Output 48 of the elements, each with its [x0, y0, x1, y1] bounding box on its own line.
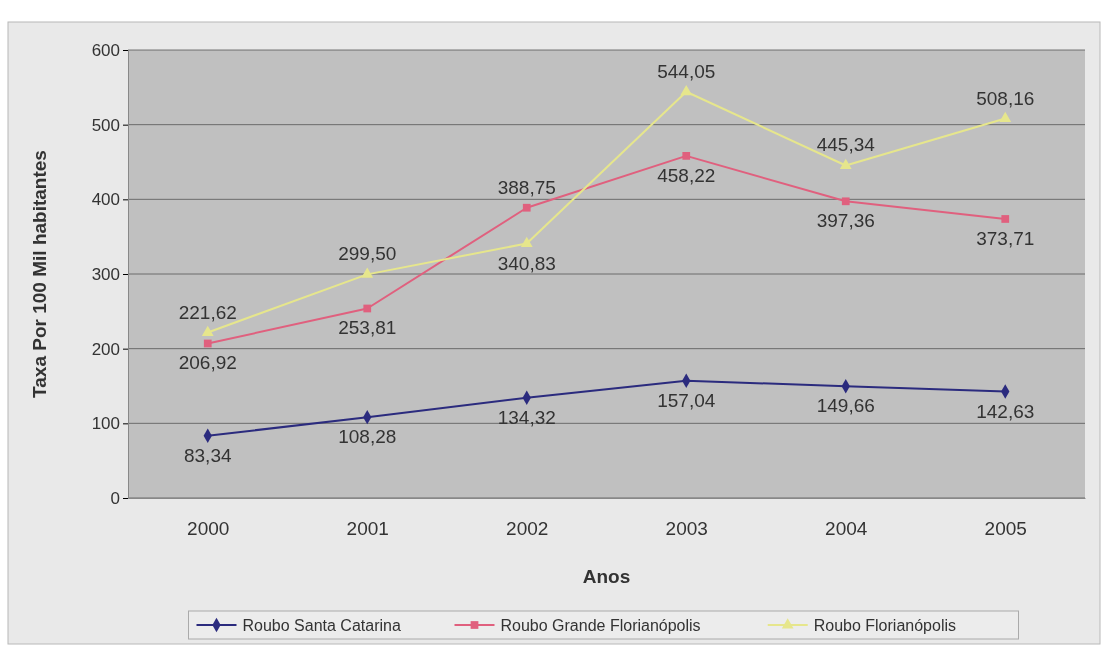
data-label: 108,28: [338, 426, 397, 448]
data-label: 508,16: [976, 87, 1035, 109]
data-label: 142,63: [976, 400, 1035, 422]
data-label: 157,04: [657, 389, 716, 411]
data-label: 83,34: [183, 444, 232, 466]
point: [203, 339, 212, 348]
data-label: 299,50: [338, 243, 397, 265]
data-label: 388,75: [497, 176, 556, 198]
data-label: 253,81: [338, 317, 397, 339]
data-label: 134,32: [497, 406, 556, 428]
point: [363, 304, 372, 313]
data-label: 445,34: [816, 134, 876, 156]
point: [520, 236, 533, 247]
point: [361, 267, 374, 278]
y-tick-label: 500: [91, 115, 120, 135]
y-axis-title: Taxa Por 100 Mil habitantes: [29, 150, 50, 398]
point: [999, 111, 1012, 122]
legend-label: Roubo Florianópolis: [813, 617, 957, 634]
point: [201, 325, 214, 336]
x-tick-label: 2002: [506, 518, 549, 540]
y-tick-label: 0: [110, 488, 120, 508]
y-tick-label: 300: [91, 264, 120, 284]
data-label: 206,92: [178, 352, 237, 374]
data-label: 458,22: [657, 164, 716, 186]
point: [680, 84, 693, 96]
x-tick-label: 2003: [665, 518, 708, 540]
data-label: 221,62: [178, 301, 237, 323]
x-tick-label: 2005: [984, 518, 1027, 540]
data-label: 544,05: [657, 60, 716, 82]
data-label: 373,71: [976, 227, 1035, 249]
data-label: 340,83: [497, 252, 556, 274]
y-tick-label: 600: [91, 40, 120, 60]
x-tick-label: 2000: [187, 518, 230, 540]
y-tick-label: 100: [91, 414, 120, 434]
y-tick-label: 400: [91, 190, 120, 210]
x-tick-label: 2001: [346, 518, 389, 540]
legend-label: Roubo Grande Florianópolis: [500, 617, 701, 634]
x-axis-title: Anos: [582, 566, 631, 587]
point: [839, 158, 852, 169]
point: [841, 197, 850, 206]
point: [522, 203, 531, 212]
data-label: 149,66: [816, 395, 875, 417]
point: [1001, 215, 1010, 223]
legend-label: Roubo Santa Catarina: [242, 617, 401, 634]
x-tick-label: 2004: [825, 518, 868, 540]
point: [682, 151, 691, 160]
data-label: 397,36: [816, 210, 875, 232]
y-tick-label: 200: [91, 339, 120, 359]
